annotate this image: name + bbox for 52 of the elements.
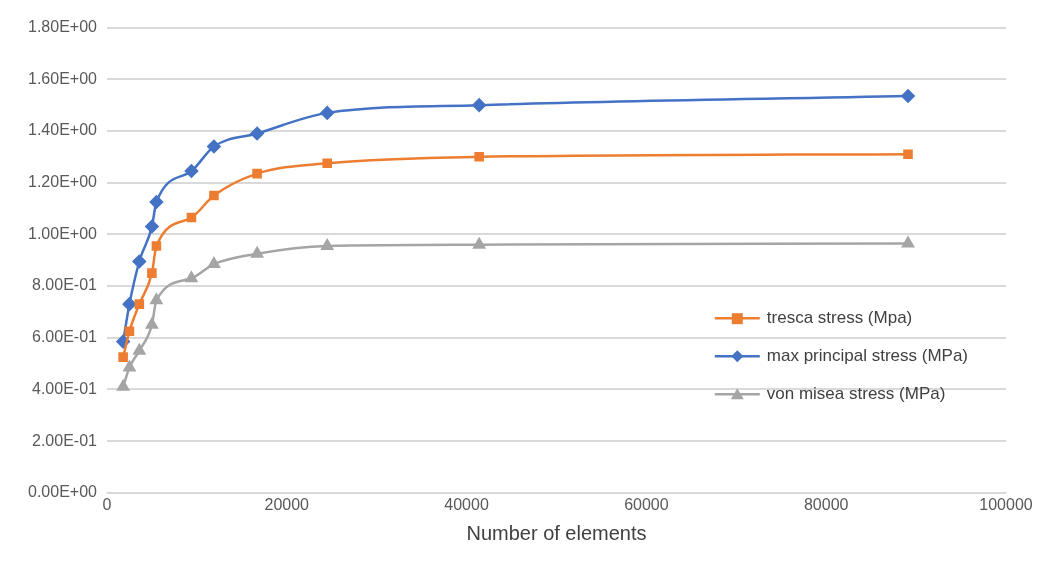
point	[207, 139, 221, 154]
x-tick-label: 80000	[803, 495, 849, 513]
y-tick-label: 1.40E+00	[28, 121, 98, 139]
y-tick-label: 1.80E+00	[28, 18, 98, 36]
point	[474, 152, 484, 162]
point	[122, 297, 137, 311]
point	[150, 293, 163, 305]
legend-label: tresca stress (Mpa)	[766, 307, 913, 327]
x-tick-label: 20000	[264, 495, 310, 513]
point	[903, 149, 913, 160]
point	[123, 360, 136, 372]
point	[320, 106, 334, 120]
y-tick-label: 2.00E-01	[32, 431, 98, 449]
point	[209, 190, 219, 201]
point	[901, 89, 915, 103]
x-tick-label: 40000	[444, 495, 489, 513]
point	[321, 239, 334, 250]
y-tick-label: 1.60E+00	[28, 69, 98, 87]
y-tick-label: 1.00E+00	[28, 224, 98, 242]
point	[145, 318, 158, 329]
x-axis-title: Number of elements	[466, 521, 647, 544]
point	[901, 236, 915, 248]
point	[207, 257, 220, 269]
point	[250, 126, 264, 141]
point	[149, 195, 164, 209]
point	[473, 237, 486, 249]
point	[151, 241, 162, 251]
x-tick-label: 0	[102, 495, 112, 513]
y-tick-label: 0.00E+00	[28, 483, 98, 501]
point	[117, 380, 130, 391]
point	[186, 212, 197, 223]
point	[132, 254, 147, 269]
point	[251, 246, 264, 258]
point	[147, 268, 157, 278]
x-tick-label: 60000	[624, 495, 669, 513]
point	[185, 271, 198, 283]
point	[134, 299, 145, 309]
point	[322, 158, 333, 169]
point	[124, 326, 135, 337]
y-tick-label: 1.20E+00	[28, 173, 98, 191]
point	[145, 219, 159, 234]
point	[472, 98, 486, 112]
legend-label: max principal stress (MPa)	[766, 345, 969, 365]
y-tick-label: 6.00E-01	[32, 328, 98, 346]
y-tick-label: 4.00E-01	[32, 379, 98, 397]
point	[184, 164, 199, 178]
y-tick-label: 8.00E-01	[32, 276, 98, 294]
point	[118, 352, 128, 362]
x-tick-label: 100000	[979, 495, 1033, 513]
point	[133, 343, 146, 355]
legend-label: von misea stress (MPa)	[766, 383, 946, 403]
point	[252, 168, 262, 179]
